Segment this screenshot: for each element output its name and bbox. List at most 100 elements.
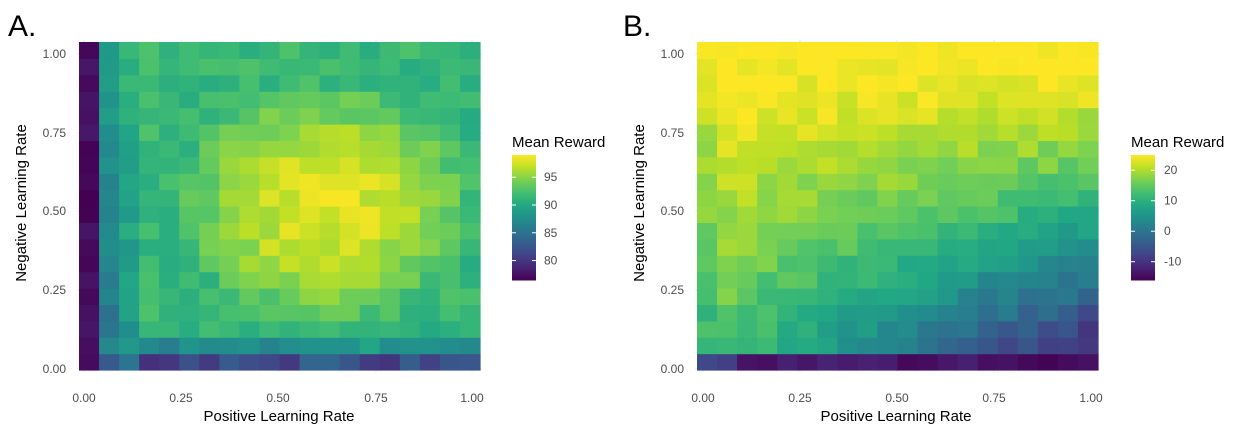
heatmap-cell <box>319 320 341 338</box>
heatmap-cell <box>279 124 301 141</box>
heatmap-cell <box>219 238 240 256</box>
heatmap-cell <box>299 74 321 92</box>
colorbar-segment <box>1131 177 1155 181</box>
heatmap-cell <box>997 74 1019 92</box>
heatmap-cell <box>239 304 261 322</box>
heatmap-cell <box>837 91 858 109</box>
heatmap-cell <box>797 206 818 223</box>
heatmap-cell <box>459 91 481 109</box>
heatmap-cell <box>459 58 481 76</box>
colorbar-segment <box>1131 271 1155 275</box>
colorbar-segment <box>512 263 536 266</box>
heatmap-cell <box>1017 58 1039 76</box>
heatmap-cell <box>997 173 1019 191</box>
heatmap-cell <box>379 337 401 355</box>
heatmap-cell <box>697 353 718 371</box>
panel-label: A. <box>8 10 36 43</box>
heatmap-cell <box>917 337 939 355</box>
heatmap-cell <box>817 288 838 305</box>
heatmap-cell <box>997 156 1019 174</box>
heatmap-cell <box>139 140 160 158</box>
heatmap-cell <box>1037 271 1059 289</box>
colorbar-segment <box>1131 180 1155 183</box>
heatmap-cell <box>419 58 441 76</box>
heatmap-cell <box>419 320 441 338</box>
heatmap-cell <box>957 58 979 76</box>
heatmap-panel-a: A. 0.00 0.25 0.50 0.75 1.00 0.00 0.25 0.50 0.75 1.… <box>8 10 605 425</box>
heatmap-cell <box>439 189 461 207</box>
heatmap-cell <box>379 156 401 174</box>
colorbar-segment <box>512 196 536 200</box>
heatmap-cell <box>299 173 321 191</box>
heatmap-cell <box>897 140 919 158</box>
heatmap-cell <box>439 124 461 141</box>
heatmap-cell <box>837 124 858 141</box>
heatmap-cell <box>917 271 939 289</box>
heatmap-cell <box>1077 353 1099 371</box>
heatmap-cell <box>837 189 858 207</box>
colorbar-segment <box>512 175 536 179</box>
heatmap-cell <box>837 353 858 371</box>
colorbar-segment <box>1131 171 1155 175</box>
heatmap-cell <box>857 189 879 207</box>
heatmap-cell <box>299 156 321 174</box>
heatmap-cell <box>757 288 778 305</box>
heatmap-cell <box>399 173 421 191</box>
heatmap-cell <box>439 222 461 240</box>
heatmap-cell <box>817 222 838 240</box>
heatmap-cell <box>239 189 261 207</box>
heatmap-cell <box>399 206 421 223</box>
heatmap-cell <box>219 173 240 191</box>
heatmap-cell <box>717 288 738 305</box>
heatmap-cell <box>897 304 919 322</box>
heatmap-cell <box>259 206 281 223</box>
heatmap-cell <box>1017 255 1039 273</box>
heatmap-cell <box>359 58 381 76</box>
heatmap-cell <box>279 255 301 273</box>
heatmap-cell <box>877 222 899 240</box>
heatmap-cell <box>977 206 999 223</box>
heatmap-cell <box>239 271 261 289</box>
colorbar-segment <box>1131 165 1155 168</box>
legend-tick-label: 80 <box>544 254 558 268</box>
heatmap-cell <box>1057 91 1079 109</box>
heatmap-cell <box>937 222 959 240</box>
heatmap-cell <box>697 58 718 76</box>
heatmap-cell <box>737 320 758 338</box>
heatmap-cell <box>319 255 341 273</box>
heatmap-cell <box>99 288 120 305</box>
heatmap-cell <box>817 189 838 207</box>
heatmap-cell <box>697 156 718 174</box>
heatmap-cell <box>439 74 461 92</box>
heatmap-cell <box>877 271 899 289</box>
heatmap-cell <box>339 320 361 338</box>
heatmap-cell <box>777 304 798 322</box>
heatmap-cell <box>777 320 798 338</box>
colorbar-segment <box>512 219 536 223</box>
heatmap-cell <box>139 156 160 174</box>
heatmap-cell <box>917 304 939 322</box>
heatmap-cell <box>897 107 919 125</box>
heatmap-cell <box>1077 58 1099 76</box>
heatmap-cell <box>419 337 441 355</box>
legend-tick-label: 95 <box>544 170 558 184</box>
heatmap-cell <box>857 173 879 191</box>
x-tick-label: 0.00 <box>72 391 96 405</box>
heatmap-cell <box>717 353 738 371</box>
heatmap-cell <box>937 58 959 76</box>
heatmap-cell <box>259 58 281 76</box>
heatmap-cell <box>219 140 240 158</box>
colorbar-segment <box>1131 167 1155 171</box>
heatmap-cell <box>239 222 261 240</box>
heatmap-cell <box>199 288 220 305</box>
heatmap-cell <box>99 107 120 125</box>
heatmap-cell <box>279 271 301 289</box>
heatmap-cell <box>697 337 718 355</box>
x-tick-label: 0.75 <box>982 391 1006 405</box>
heatmap-cell <box>439 304 461 322</box>
colorbar-segment <box>1131 261 1155 264</box>
heatmap-cell <box>359 271 381 289</box>
heatmap-cell <box>119 304 140 322</box>
heatmap-cell <box>937 288 959 305</box>
x-axis-title: Positive Learning Rate <box>204 408 355 425</box>
